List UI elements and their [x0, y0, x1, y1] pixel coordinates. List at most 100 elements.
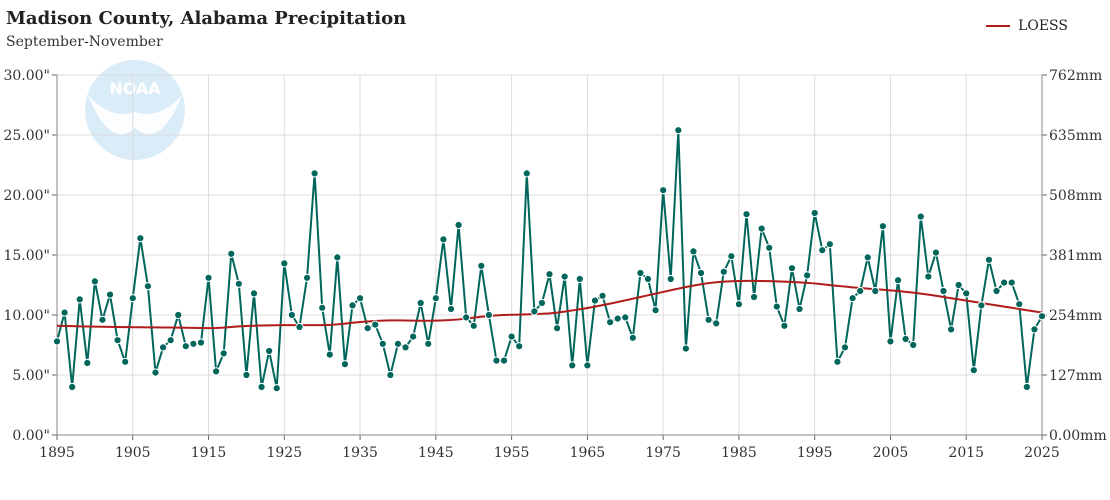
data-point-1943[interactable]: [416, 298, 425, 308]
data-point-1991[interactable]: [780, 321, 789, 330]
data-point-2003[interactable]: [871, 286, 880, 296]
data-point-1995[interactable]: [810, 208, 819, 218]
data-point-1972[interactable]: [636, 268, 645, 278]
data-point-2020[interactable]: [1000, 278, 1009, 287]
data-point-1938[interactable]: [378, 339, 387, 348]
data-point-1944[interactable]: [424, 339, 433, 348]
data-point-1925[interactable]: [280, 259, 289, 268]
data-point-1911[interactable]: [174, 310, 183, 320]
data-point-1982[interactable]: [712, 319, 721, 328]
data-point-1997[interactable]: [825, 240, 834, 249]
data-point-1945[interactable]: [431, 294, 440, 303]
data-point-2013[interactable]: [946, 325, 956, 334]
data-point-1975[interactable]: [659, 186, 668, 195]
data-point-1929[interactable]: [310, 169, 319, 178]
data-point-1993[interactable]: [795, 304, 804, 314]
data-point-1942[interactable]: [409, 332, 418, 341]
data-point-1899[interactable]: [83, 358, 92, 368]
data-point-1957[interactable]: [522, 169, 531, 178]
data-point-1948[interactable]: [454, 220, 463, 230]
data-point-1932[interactable]: [333, 253, 342, 262]
data-point-1964[interactable]: [575, 274, 584, 284]
data-point-1916[interactable]: [212, 367, 221, 376]
data-point-1977[interactable]: [674, 126, 683, 135]
data-point-1969[interactable]: [613, 314, 622, 323]
data-point-1999[interactable]: [840, 343, 850, 352]
data-point-1923[interactable]: [265, 346, 274, 356]
data-point-2001[interactable]: [856, 286, 865, 296]
data-point-2006[interactable]: [893, 276, 903, 285]
data-point-1963[interactable]: [568, 361, 577, 370]
data-point-1914[interactable]: [196, 338, 206, 347]
data-point-1953[interactable]: [492, 356, 501, 365]
data-point-1965[interactable]: [583, 361, 592, 370]
data-point-1902[interactable]: [105, 290, 115, 299]
data-point-1937[interactable]: [371, 320, 380, 329]
data-point-1985[interactable]: [734, 300, 744, 309]
data-point-1976[interactable]: [666, 274, 675, 284]
data-point-1941[interactable]: [401, 343, 410, 352]
data-point-1933[interactable]: [340, 360, 350, 369]
data-point-1962[interactable]: [560, 272, 569, 281]
data-point-2005[interactable]: [886, 337, 895, 346]
data-point-2016[interactable]: [969, 366, 978, 375]
data-point-1990[interactable]: [772, 302, 781, 311]
data-point-1946[interactable]: [439, 235, 448, 244]
data-point-1927[interactable]: [295, 322, 304, 332]
data-point-1920[interactable]: [242, 370, 251, 380]
data-point-1903[interactable]: [113, 336, 122, 345]
data-point-1947[interactable]: [446, 304, 456, 314]
data-point-1907[interactable]: [143, 282, 153, 291]
data-point-1908[interactable]: [151, 368, 160, 377]
data-point-1910[interactable]: [166, 336, 175, 345]
data-point-1994[interactable]: [803, 271, 812, 280]
data-point-1930[interactable]: [318, 303, 327, 312]
data-point-1970[interactable]: [621, 313, 630, 322]
data-point-1979[interactable]: [689, 247, 698, 256]
data-point-1917[interactable]: [219, 349, 228, 358]
data-point-2014[interactable]: [954, 280, 963, 290]
data-point-2017[interactable]: [977, 301, 986, 310]
data-point-1986[interactable]: [742, 210, 751, 219]
data-point-1960[interactable]: [545, 270, 554, 279]
data-point-2011[interactable]: [931, 248, 941, 257]
data-point-1901[interactable]: [98, 315, 107, 324]
data-point-1949[interactable]: [462, 313, 471, 322]
data-point-2025[interactable]: [1037, 312, 1047, 321]
data-point-1998[interactable]: [833, 357, 842, 366]
data-point-2004[interactable]: [878, 222, 887, 231]
data-point-2002[interactable]: [863, 253, 872, 262]
data-point-1934[interactable]: [348, 301, 357, 310]
data-point-1968[interactable]: [606, 318, 615, 327]
data-point-1921[interactable]: [249, 289, 259, 298]
data-point-1936[interactable]: [363, 324, 372, 333]
data-point-1913[interactable]: [189, 339, 198, 348]
data-point-1918[interactable]: [227, 249, 236, 258]
data-point-1940[interactable]: [393, 339, 403, 348]
data-point-1939[interactable]: [386, 370, 395, 380]
data-point-1984[interactable]: [727, 252, 736, 261]
data-point-1961[interactable]: [552, 324, 562, 333]
data-point-2000[interactable]: [848, 294, 857, 303]
data-point-1981[interactable]: [704, 315, 713, 324]
data-point-1987[interactable]: [749, 292, 759, 302]
data-point-1904[interactable]: [121, 357, 130, 366]
data-point-1959[interactable]: [537, 298, 547, 308]
data-point-2024[interactable]: [1030, 325, 1039, 334]
data-point-1967[interactable]: [598, 291, 607, 300]
data-point-1973[interactable]: [643, 274, 653, 284]
data-point-2019[interactable]: [992, 286, 1001, 296]
data-point-1971[interactable]: [628, 333, 637, 342]
data-point-1905[interactable]: [128, 294, 137, 303]
data-point-1931[interactable]: [325, 350, 334, 359]
data-point-1978[interactable]: [681, 344, 690, 353]
data-point-1974[interactable]: [651, 306, 660, 315]
data-point-1950[interactable]: [469, 321, 478, 330]
data-point-1992[interactable]: [787, 264, 797, 273]
data-point-1928[interactable]: [302, 273, 312, 282]
data-point-1895[interactable]: [52, 337, 62, 346]
data-point-1919[interactable]: [234, 279, 243, 288]
data-point-1996[interactable]: [818, 246, 827, 255]
data-point-2015[interactable]: [962, 289, 971, 298]
data-point-1906[interactable]: [136, 234, 145, 243]
